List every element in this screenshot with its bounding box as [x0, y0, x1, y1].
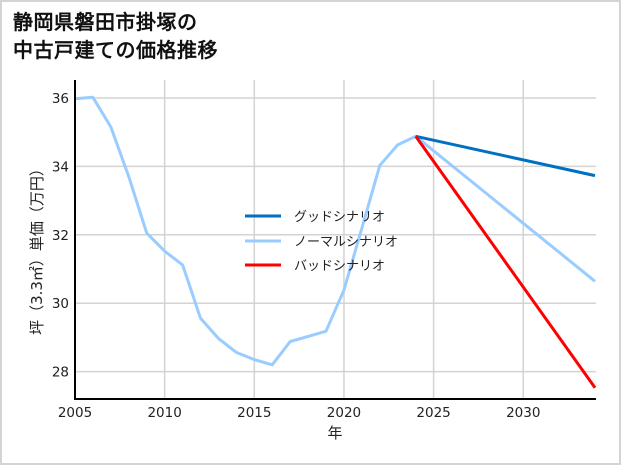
- data-series: [74, 95, 597, 389]
- series-line-normal: [74, 95, 596, 367]
- x-axis-ticks: 2005 2010 2015 2020 2025 2030: [58, 405, 541, 421]
- legend-item-normal: ノーマルシナリオ: [245, 235, 398, 250]
- y-axis-label: 坪（3.3㎡）単価（万円）: [28, 161, 46, 335]
- legend-label: グッドシナリオ: [294, 210, 385, 225]
- x-tick-label: 2005: [58, 405, 92, 421]
- x-axis-label: 年: [327, 424, 342, 442]
- legend-label: バッドシナリオ: [294, 259, 385, 274]
- series-line-good: [415, 134, 596, 178]
- chart-title-line-2: 中古戸建ての価格推移: [13, 38, 218, 62]
- legend-label: ノーマルシナリオ: [294, 235, 398, 250]
- x-tick-label: 2025: [416, 405, 450, 421]
- x-tick-label: 2030: [506, 405, 540, 421]
- legend-item-bad: バッドシナリオ: [245, 259, 385, 274]
- x-tick-label: 2020: [327, 405, 361, 421]
- y-tick-label: 34: [52, 159, 69, 175]
- chart-title: 静岡県磐田市掛塚の 中古戸建ての価格推移: [13, 8, 218, 64]
- y-tick-label: 28: [52, 365, 69, 381]
- gridlines: [75, 80, 596, 399]
- x-tick-label: 2010: [147, 405, 181, 421]
- y-tick-label: 36: [52, 91, 69, 107]
- legend-item-good: グッドシナリオ: [245, 210, 385, 225]
- series-line-bad: [414, 135, 597, 389]
- axes: [74, 80, 596, 400]
- y-tick-label: 32: [52, 228, 69, 244]
- y-axis-ticks: 28 30 32 34 36: [52, 91, 69, 381]
- chart-title-line-1: 静岡県磐田市掛塚の: [13, 10, 198, 34]
- y-tick-label: 30: [52, 296, 69, 312]
- x-tick-label: 2015: [237, 405, 271, 421]
